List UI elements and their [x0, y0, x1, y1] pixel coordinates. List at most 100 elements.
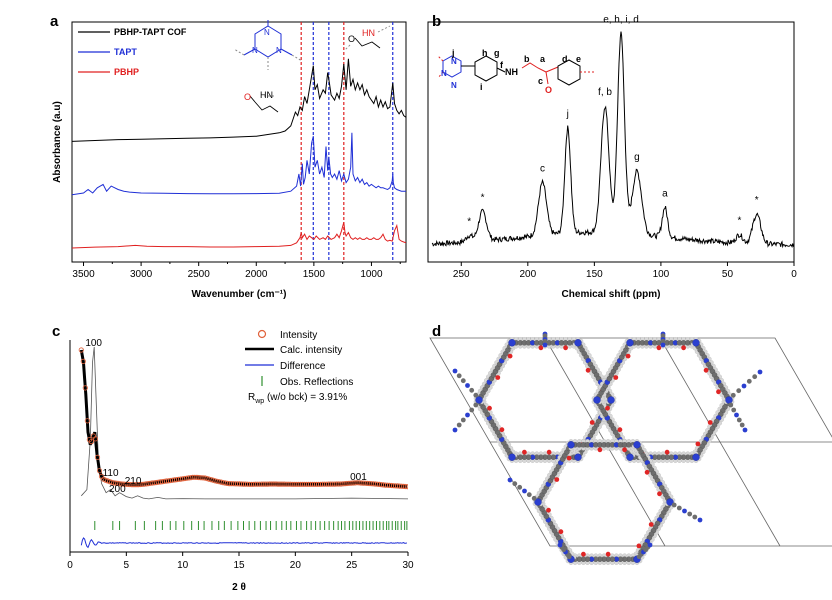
atom-oxygen	[703, 367, 709, 373]
triazine-node	[508, 453, 516, 461]
panel-c-plot	[78, 346, 408, 549]
intensity-point	[88, 438, 95, 445]
x-tick-label-100: 100	[653, 269, 670, 280]
intensity-point	[92, 436, 99, 442]
struct-label-a: a	[540, 54, 546, 64]
atom-nitrogen	[672, 454, 679, 460]
triazine-node	[692, 339, 700, 347]
peak-label-0: *	[467, 216, 471, 227]
peak-label-8: *	[737, 216, 741, 227]
atom-branch	[741, 383, 747, 389]
atom-oxygen	[644, 469, 650, 475]
triazine-node	[692, 453, 700, 461]
cof-carbonyl-o: O	[244, 92, 251, 102]
struct-n1: N	[451, 57, 457, 66]
atom-oxygen	[507, 353, 513, 359]
x-tick-label-2500: 2500	[188, 269, 211, 280]
atom-oxygen	[546, 507, 551, 513]
peak-label-6: g	[634, 152, 640, 163]
x-tick-label-15: 15	[233, 560, 245, 571]
atom-branch	[460, 378, 466, 384]
legend-intensity-marker	[257, 329, 267, 339]
pbhp-hn: HN	[362, 28, 375, 38]
atom-branch	[477, 397, 483, 403]
atom-oxygen	[554, 477, 560, 482]
intensity-point	[96, 468, 103, 474]
atom-nitrogen	[554, 340, 561, 346]
atom-branch	[682, 508, 687, 514]
atom-branch	[473, 392, 479, 398]
atom-branch	[734, 412, 739, 418]
atom-oxygen	[657, 491, 662, 497]
peak-label-110: 110	[103, 468, 119, 479]
panel-a-legend: PBHP-TAPT COF TAPT PBHP	[78, 27, 187, 77]
atom-oxygen	[487, 405, 492, 411]
atom-branch	[687, 511, 693, 517]
panel-d: d	[429, 323, 832, 565]
atom-nitrogen	[672, 340, 679, 346]
peak-label-7: a	[662, 188, 668, 199]
intensity-point	[94, 454, 101, 460]
peak-label-200: 200	[109, 484, 126, 495]
atom-branch	[746, 378, 752, 384]
atom-branch	[452, 427, 458, 433]
triazine-node	[626, 339, 634, 347]
atom-branch	[730, 392, 736, 398]
pbhp-o: O	[348, 34, 355, 44]
panel-a-x-axis: 3500 3000 2500 2000 1500 1000	[72, 262, 401, 280]
atom-branch	[465, 412, 470, 418]
panel-b-frame	[427, 21, 795, 263]
atom-oxygen	[636, 543, 642, 549]
x-tick-label-1500: 1500	[303, 269, 326, 280]
atom-oxygen	[522, 449, 527, 455]
atom-branch	[531, 495, 537, 501]
nmr-spectrum-line	[431, 31, 794, 249]
atom-oxygen	[558, 529, 564, 535]
panel-c-legend: Intensity Calc. intensity Difference Obs…	[245, 329, 353, 405]
x-tick-label-1000: 1000	[360, 269, 383, 280]
atom-nitrogen	[648, 340, 654, 346]
panel-b-spectrum	[431, 31, 794, 249]
triazine-n2: N	[276, 46, 282, 55]
pbhp-structure-icon	[344, 25, 391, 51]
peak-label-2: c	[540, 163, 545, 174]
legend-tapt: TAPT	[114, 47, 137, 57]
peak-label-3: j	[566, 109, 569, 120]
peak-label-5: e, h, i, d	[603, 14, 639, 25]
struct-label-g: g	[494, 48, 500, 58]
triazine-node	[574, 339, 582, 347]
rwp-text: Rwp (w/o bck) = 3.91%	[248, 392, 347, 405]
calc-intensity-line	[79, 349, 408, 489]
x-tick-label-25: 25	[346, 560, 358, 571]
atom-branch	[473, 402, 479, 408]
triazine-node	[574, 453, 582, 461]
struct-label-i: i	[480, 82, 483, 92]
triazine-node	[508, 339, 516, 347]
atom-branch	[647, 542, 653, 548]
atom-oxygen	[585, 367, 591, 373]
atom-branch	[456, 422, 462, 428]
atom-oxygen	[622, 447, 627, 453]
peak-label-9: *	[755, 195, 759, 206]
nmr-structure-icon	[437, 55, 596, 86]
panel-a-letter: a	[50, 13, 59, 30]
panel-a: a 3500 3000 2500 2000 1500 1000 Wavenumber (c…	[50, 13, 407, 300]
atom-branch	[536, 499, 542, 505]
cof-lattice-structure-icon	[429, 331, 832, 565]
atom-oxygen	[625, 353, 631, 359]
atom-branch	[752, 374, 758, 380]
atom-oxygen	[589, 420, 595, 425]
x-tick-label-150: 150	[586, 269, 603, 280]
atom-oxygen	[566, 455, 572, 461]
atom-branch	[676, 505, 682, 511]
legend-cof: PBHP-TAPT COF	[114, 27, 187, 37]
atom-oxygen	[563, 345, 568, 351]
x-tick-label-0: 0	[791, 269, 797, 280]
atom-branch	[512, 481, 518, 487]
atom-branch	[731, 407, 737, 413]
atom-nitrogen	[613, 442, 620, 448]
intensity-point	[80, 358, 86, 364]
atom-oxygen	[597, 447, 603, 453]
atom-oxygen	[605, 405, 610, 411]
atom-branch	[557, 542, 563, 548]
